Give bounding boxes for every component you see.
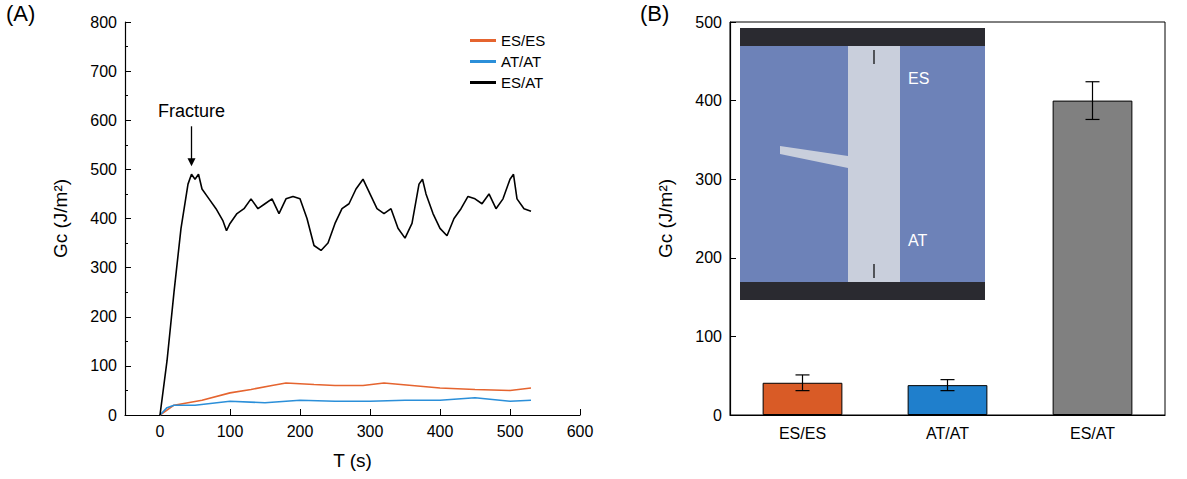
svg-text:ES/AT: ES/AT <box>1070 425 1115 442</box>
svg-text:400: 400 <box>90 210 117 227</box>
svg-text:ES: ES <box>908 70 929 87</box>
svg-text:(A): (A) <box>6 1 35 26</box>
svg-text:500: 500 <box>695 14 722 31</box>
svg-text:400: 400 <box>695 92 722 109</box>
svg-text:ES/ES: ES/ES <box>779 425 826 442</box>
svg-text:AT/AT: AT/AT <box>501 53 541 70</box>
svg-text:200: 200 <box>695 249 722 266</box>
svg-text:ES/AT: ES/AT <box>501 74 543 91</box>
svg-text:0: 0 <box>713 407 722 424</box>
svg-text:700: 700 <box>90 63 117 80</box>
svg-text:500: 500 <box>497 423 524 440</box>
svg-text:AT/AT: AT/AT <box>926 425 969 442</box>
svg-text:T (s): T (s) <box>333 450 372 471</box>
svg-text:500: 500 <box>90 161 117 178</box>
svg-text:100: 100 <box>217 423 244 440</box>
svg-text:0: 0 <box>108 407 117 424</box>
svg-text:0: 0 <box>156 423 165 440</box>
svg-text:100: 100 <box>90 357 117 374</box>
svg-text:300: 300 <box>695 171 722 188</box>
svg-text:600: 600 <box>90 112 117 129</box>
svg-text:Gc (J/m²): Gc (J/m²) <box>655 179 676 258</box>
svg-text:200: 200 <box>287 423 314 440</box>
svg-text:300: 300 <box>90 259 117 276</box>
svg-text:AT: AT <box>908 232 927 249</box>
svg-text:200: 200 <box>90 308 117 325</box>
svg-text:300: 300 <box>357 423 384 440</box>
svg-text:600: 600 <box>567 423 594 440</box>
svg-text:400: 400 <box>427 423 454 440</box>
svg-text:800: 800 <box>90 14 117 31</box>
svg-text:Gc (J/m²): Gc (J/m²) <box>50 179 71 258</box>
svg-text:ES/ES: ES/ES <box>501 32 545 49</box>
svg-text:Fracture: Fracture <box>158 101 225 121</box>
svg-text:100: 100 <box>695 328 722 345</box>
svg-text:(B): (B) <box>640 1 669 26</box>
